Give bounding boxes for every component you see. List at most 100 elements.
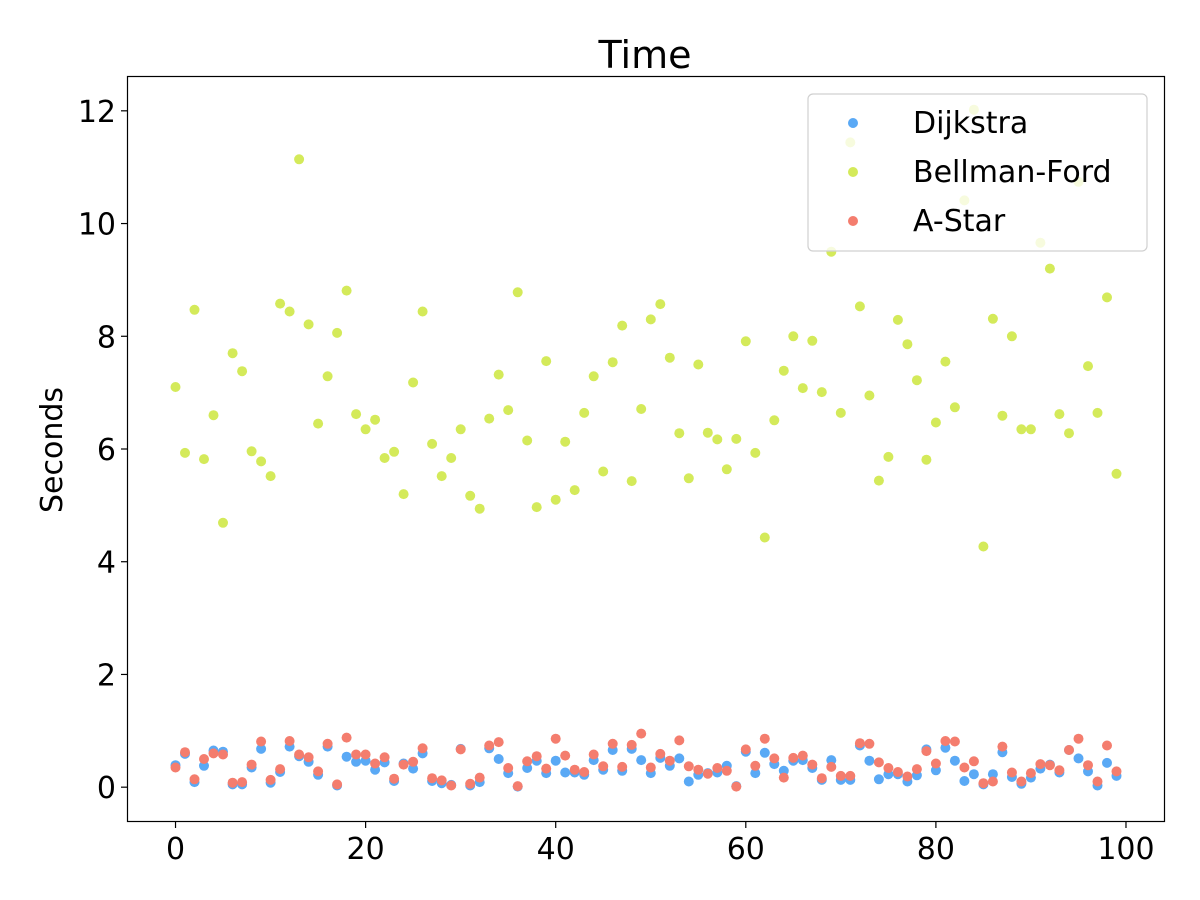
data-point	[332, 327, 343, 338]
data-point	[617, 320, 628, 331]
data-point	[427, 438, 438, 449]
y-axis: 0 2 4 6 8 10 12	[78, 95, 128, 806]
data-point	[769, 415, 780, 426]
data-point	[807, 759, 818, 770]
data-point	[664, 755, 675, 766]
data-point	[655, 299, 666, 310]
data-point	[341, 732, 352, 743]
data-point	[275, 764, 286, 775]
data-point	[446, 453, 457, 463]
data-point	[1035, 759, 1046, 770]
data-point	[835, 407, 846, 418]
data-point	[351, 756, 362, 767]
legend-marker	[848, 118, 858, 128]
x-tick-label: 20	[347, 832, 385, 867]
data-point	[693, 764, 704, 775]
data-point	[417, 743, 428, 754]
data-point	[436, 471, 447, 482]
data-point	[170, 382, 181, 392]
y-axis-label: Seconds	[35, 387, 70, 513]
data-point	[1102, 740, 1112, 751]
data-point	[341, 751, 352, 762]
data-point	[607, 738, 618, 749]
data-point	[569, 764, 580, 775]
data-point	[560, 436, 571, 447]
data-point	[655, 748, 666, 759]
data-point	[503, 763, 514, 773]
data-point	[550, 755, 561, 766]
data-point	[788, 331, 799, 342]
data-point	[332, 779, 343, 790]
data-point	[674, 428, 685, 439]
series-a-star	[170, 728, 1122, 792]
data-point	[512, 781, 523, 792]
data-point	[1111, 468, 1122, 479]
data-point	[579, 767, 590, 777]
data-point	[997, 410, 1008, 421]
data-point	[598, 466, 609, 477]
data-point	[854, 301, 865, 312]
data-point	[218, 517, 228, 528]
data-point	[531, 751, 542, 762]
data-point	[636, 728, 647, 739]
y-tick-label: 4	[97, 546, 116, 581]
data-point	[303, 752, 314, 763]
data-point	[1073, 753, 1084, 764]
data-point	[313, 418, 324, 429]
data-point	[170, 762, 181, 773]
data-point	[617, 761, 628, 772]
data-point	[360, 424, 371, 435]
data-points	[170, 104, 1122, 792]
data-point	[465, 778, 476, 789]
data-point	[1111, 766, 1122, 777]
x-tick-label: 0	[166, 832, 185, 867]
data-point	[1073, 733, 1084, 744]
data-point	[1083, 361, 1093, 372]
data-point	[921, 454, 932, 465]
data-point	[493, 737, 504, 748]
data-point	[522, 435, 533, 446]
data-point	[541, 763, 552, 774]
data-point	[902, 771, 913, 782]
x-tick-label: 40	[537, 832, 575, 867]
y-tick-label: 8	[97, 320, 116, 355]
data-point	[379, 453, 390, 463]
data-point	[997, 741, 1008, 752]
y-tick-label: 0	[97, 771, 116, 806]
data-point	[788, 752, 799, 763]
data-point	[322, 738, 333, 749]
data-point	[949, 736, 960, 747]
data-point	[1044, 760, 1055, 771]
data-point	[560, 767, 571, 778]
data-point	[731, 433, 742, 444]
data-point	[1083, 760, 1093, 771]
legend-label: A-Star	[913, 204, 1006, 239]
data-point	[740, 336, 751, 347]
data-point	[189, 774, 200, 785]
data-point	[683, 761, 694, 772]
data-point	[313, 766, 324, 777]
data-point	[1102, 757, 1112, 768]
data-point	[1006, 331, 1017, 342]
data-point	[759, 733, 770, 744]
data-point	[218, 749, 228, 760]
data-point	[256, 736, 267, 747]
data-point	[455, 424, 466, 435]
data-point	[1054, 765, 1065, 776]
data-point	[911, 764, 922, 775]
data-point	[389, 446, 400, 457]
data-point	[550, 494, 561, 505]
data-point	[1025, 768, 1036, 779]
data-point	[845, 770, 856, 781]
data-point	[892, 314, 903, 325]
data-point	[199, 754, 209, 764]
data-point	[721, 765, 732, 776]
chart-title: Time	[598, 33, 692, 77]
data-point	[569, 485, 580, 496]
data-point	[493, 369, 504, 380]
data-point	[949, 402, 960, 413]
data-point	[598, 761, 609, 772]
data-point	[626, 739, 637, 750]
data-point	[465, 490, 476, 501]
data-point	[351, 749, 362, 760]
